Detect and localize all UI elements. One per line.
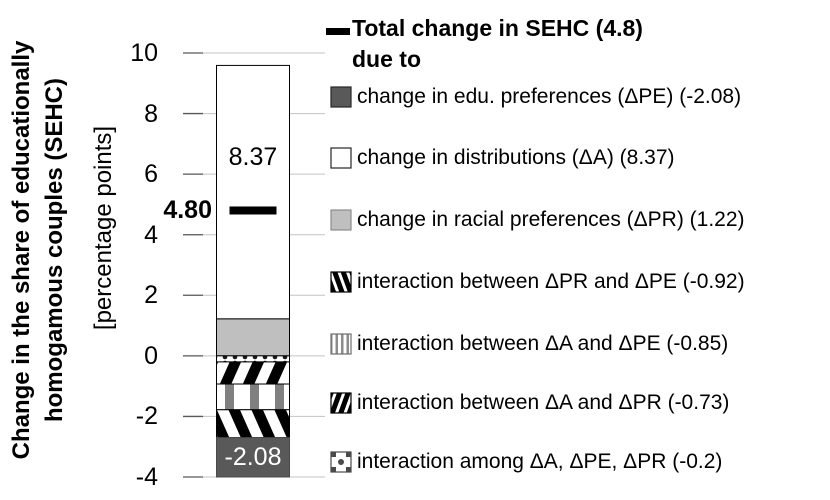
y-tick-label: 8: [144, 99, 158, 128]
y-tick-label: 10: [130, 39, 158, 67]
total-value-label: 4.80: [163, 196, 212, 225]
legend-item-label: change in distributions (ΔA) (8.37): [357, 146, 675, 169]
y-tick-label: 2: [144, 281, 158, 310]
legend-swatch-diag-back-icon: [330, 271, 352, 293]
segment-value-label: -2.08: [224, 443, 282, 472]
bar-segment: [216, 361, 290, 385]
bar-segment: [216, 318, 290, 357]
total-marker: [229, 206, 277, 215]
segment-value-label: 8.37: [228, 143, 278, 171]
legend-item-label: interaction between ΔA and ΔPE (-0.85): [357, 332, 729, 355]
legend-item-label: change in edu. preferences (ΔPE) (-2.08): [357, 85, 742, 108]
legend-item-label: change in racial preferences (ΔPR) (1.22…: [357, 208, 745, 231]
y-tick-label: 0: [144, 341, 158, 370]
legend-item-label: interaction between ΔA and ΔPR (-0.73): [357, 391, 730, 414]
y-tick-label: -2: [135, 402, 158, 431]
legend-item-label: interaction among ΔA, ΔPE, ΔPR (-0.2): [357, 450, 723, 473]
bar-segment: [216, 355, 290, 363]
legend-swatches: [326, 28, 352, 473]
legend-swatch-lightgray-icon: [330, 209, 352, 231]
legend-swatch-vstripes-icon: [330, 333, 352, 355]
legend-swatch-darkgray-icon: [330, 86, 352, 108]
bar-segment: [216, 383, 290, 411]
legend-swatch-white-icon: [330, 147, 352, 169]
legend-swatch-dots-icon: [330, 451, 352, 473]
y-tick-label: 6: [144, 160, 158, 189]
legend-item-label: interaction between ΔPR and ΔPE (-0.92): [357, 270, 745, 293]
legend-header-due-to: due to: [352, 46, 421, 72]
bar-segment: [216, 64, 290, 320]
stacked-bar: [216, 64, 290, 478]
y-tick-label: -4: [135, 463, 158, 491]
bar-segment: [216, 409, 290, 439]
bar-segment: [216, 437, 290, 478]
legend-header-total: Total change in SEHC (4.8): [352, 15, 643, 41]
legend-swatch-diag-forward-icon: [330, 392, 352, 414]
total-dash-icon: [326, 28, 350, 35]
y-tick-label: 4: [144, 220, 158, 249]
y-axis-title-line1: Change in the share of educationally: [8, 40, 35, 460]
